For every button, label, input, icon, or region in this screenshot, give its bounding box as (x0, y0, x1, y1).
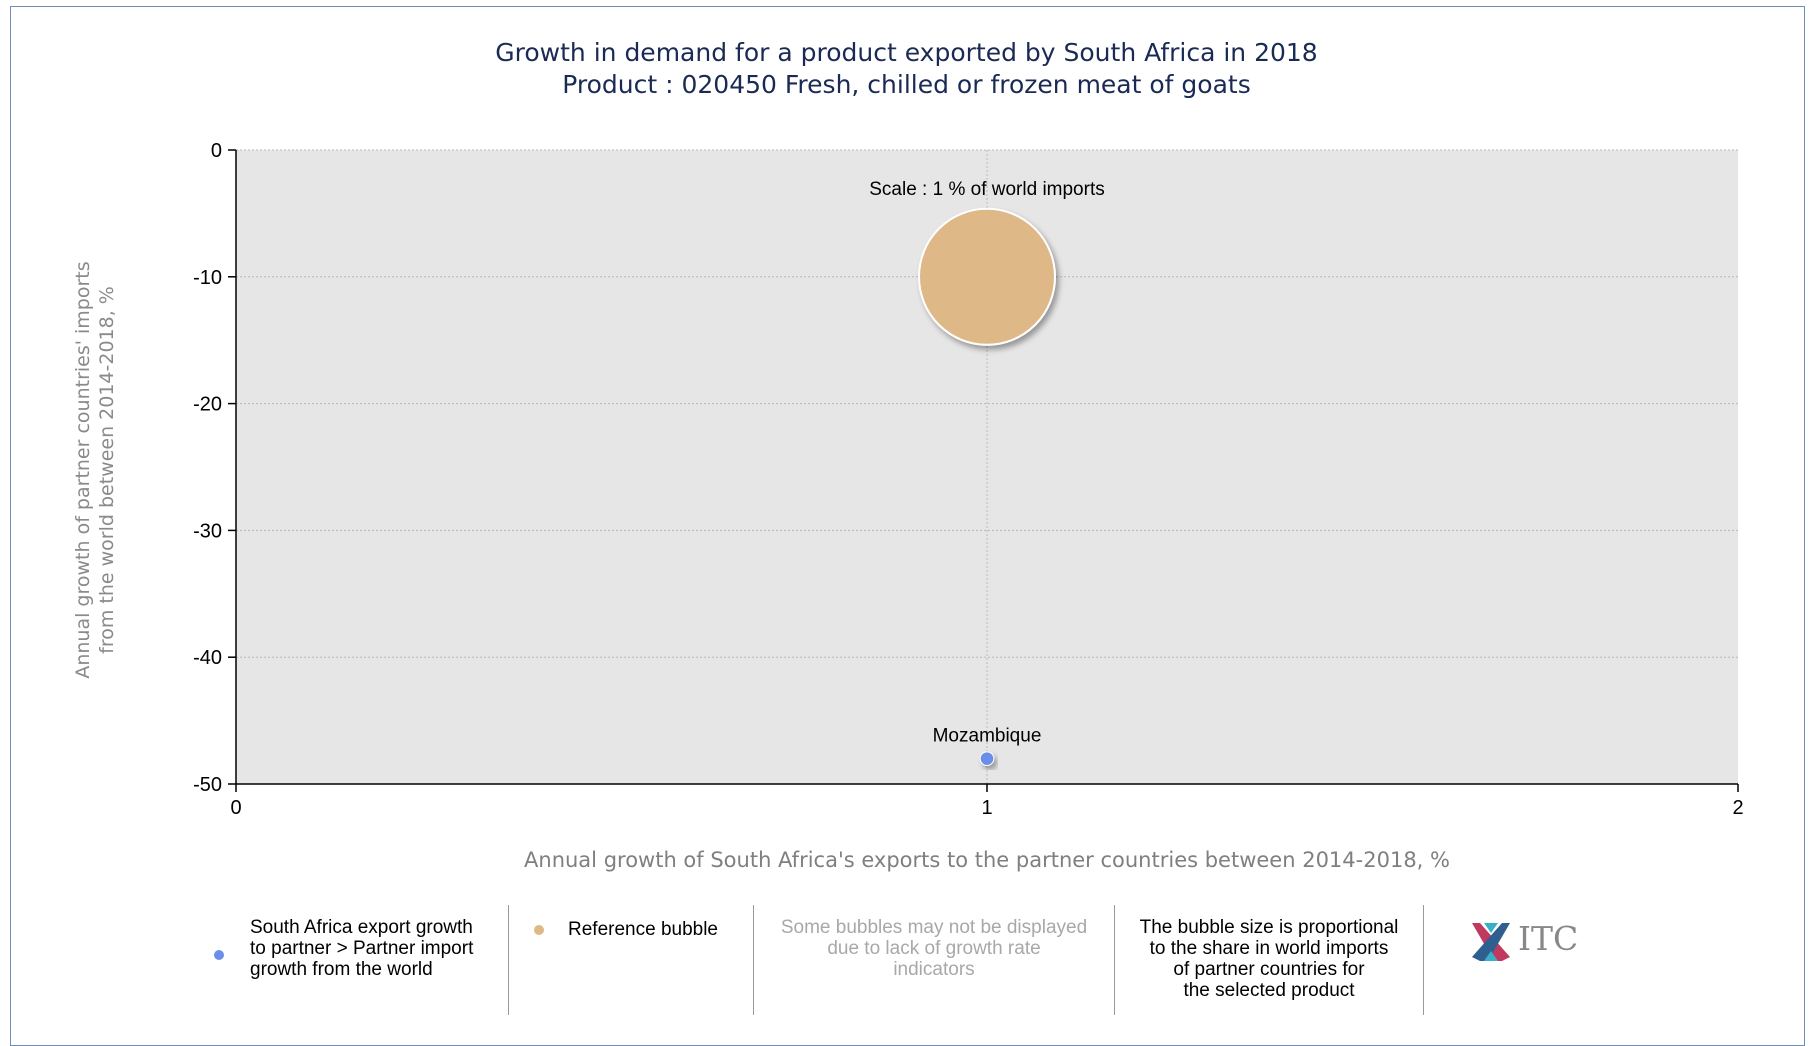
y-tick-label: -30 (193, 520, 222, 542)
data-bubble (979, 751, 995, 766)
legend-item-growth: South Africa export growth to partner > … (200, 905, 510, 1015)
itc-logo-text: ITC (1518, 919, 1579, 958)
y-tick-label: 0 (211, 140, 222, 162)
x-axis-title: Annual growth of South Africa's exports … (524, 848, 1450, 872)
y-tick-label: -10 (193, 267, 222, 289)
axes: 0 -10 -20 -30 -40 -50 0 1 2 (193, 140, 1743, 819)
x-tick-label: 0 (230, 797, 241, 819)
reference-bubble (918, 207, 1056, 346)
itc-logo: ITC (1460, 905, 1600, 1015)
x-tick-label: 1 (981, 797, 992, 819)
itc-logo-icon (1472, 923, 1510, 961)
legend-note-missing: Some bubbles may not be displayed due to… (780, 917, 1088, 980)
data-marks: Scale : 1 % of world imports Mozambique (869, 179, 1105, 766)
y-tick-label: -20 (193, 394, 222, 416)
chart-subtitle: Product : 020450 Fresh, chilled or froze… (562, 70, 1251, 99)
chart-title: Growth in demand for a product exported … (495, 38, 1318, 67)
y-tick-label: -50 (193, 774, 222, 796)
x-tick-label: 2 (1732, 797, 1743, 819)
legend-divider (753, 905, 754, 1015)
y-tick-label: -40 (193, 647, 222, 669)
legend-label-growth: South Africa export growth to partner > … (250, 917, 474, 980)
legend-divider (1423, 905, 1424, 1015)
data-bubble-label: Mozambique (933, 726, 1042, 747)
legend-divider (1114, 905, 1115, 1015)
legend-dot-tan (534, 925, 544, 935)
reference-bubble-label: Scale : 1 % of world imports (869, 179, 1104, 200)
legend-item-reference: Reference bubble (510, 905, 754, 1015)
legend-dot-blue (214, 950, 224, 960)
legend-divider (508, 905, 509, 1015)
legend-label-reference: Reference bubble (568, 919, 718, 940)
legend-note-size: The bubble size is proportional to the s… (1139, 917, 1399, 1001)
